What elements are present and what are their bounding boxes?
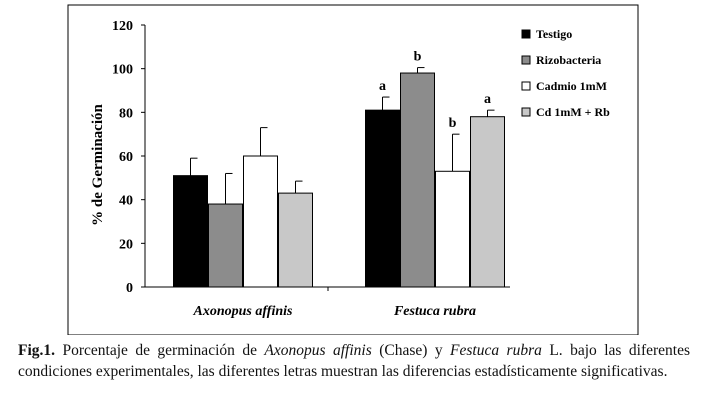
axes: 0 20 40 60 80 100 120 Axonopus affinis Festuca r…	[112, 19, 510, 319]
legend-swatch	[521, 81, 531, 91]
legend-label: Rizobacteria	[536, 53, 601, 67]
legend-label: Testigo	[536, 27, 572, 41]
y-tick-label: 80	[119, 106, 133, 121]
bar-chart: 0 20 40 60 80 100 120 Axonopus affinis Festuca r…	[67, 4, 639, 335]
caption-text-3: L. bajo las diferentes condiciones exper…	[18, 342, 691, 380]
x-category-label: Axonopus affinis	[193, 304, 293, 319]
figure-caption: Fig.1. Porcentaje de germinación de Axon…	[18, 340, 690, 382]
chart-frame	[67, 4, 639, 335]
caption-species-1: Axonopus affinis	[264, 342, 372, 359]
bar	[400, 72, 435, 288]
bar	[435, 170, 470, 288]
bar	[243, 155, 278, 288]
bars: a b b a	[173, 50, 505, 288]
y-axis-label: % de Germinación	[90, 104, 106, 226]
legend-swatch	[521, 107, 531, 117]
bar	[365, 109, 400, 288]
caption-species-2: Festuca rubra	[450, 342, 542, 359]
significance-letter: b	[414, 50, 422, 65]
legend-swatch	[521, 55, 531, 65]
y-tick-label: 100	[112, 63, 133, 78]
significance-letter: b	[449, 116, 457, 131]
legend-label: Cd 1mM + Rb	[536, 105, 610, 119]
y-tick-label: 20	[119, 237, 133, 252]
legend-label: Cadmio 1mM	[536, 79, 607, 93]
bar	[278, 192, 313, 288]
caption-text-2: (Chase) y	[371, 342, 451, 359]
caption-fig-label: Fig.1.	[18, 342, 56, 359]
legend: Testigo Rizobacteria Cadmio 1mM Cd 1mM + Rb	[521, 27, 610, 119]
caption-text-1: Porcentaje de germinación de	[55, 342, 265, 359]
bar	[208, 203, 243, 288]
significance-letter: a	[379, 79, 386, 94]
bar	[470, 116, 505, 288]
bar	[173, 175, 208, 288]
y-tick-label: 40	[119, 194, 133, 209]
y-tick-label: 60	[119, 150, 133, 165]
y-tick-label: 120	[112, 19, 133, 34]
significance-letter: a	[484, 92, 491, 107]
y-tick-label: 0	[126, 281, 133, 296]
x-category-label: Festuca rubra	[393, 304, 476, 319]
legend-swatch	[521, 29, 531, 39]
